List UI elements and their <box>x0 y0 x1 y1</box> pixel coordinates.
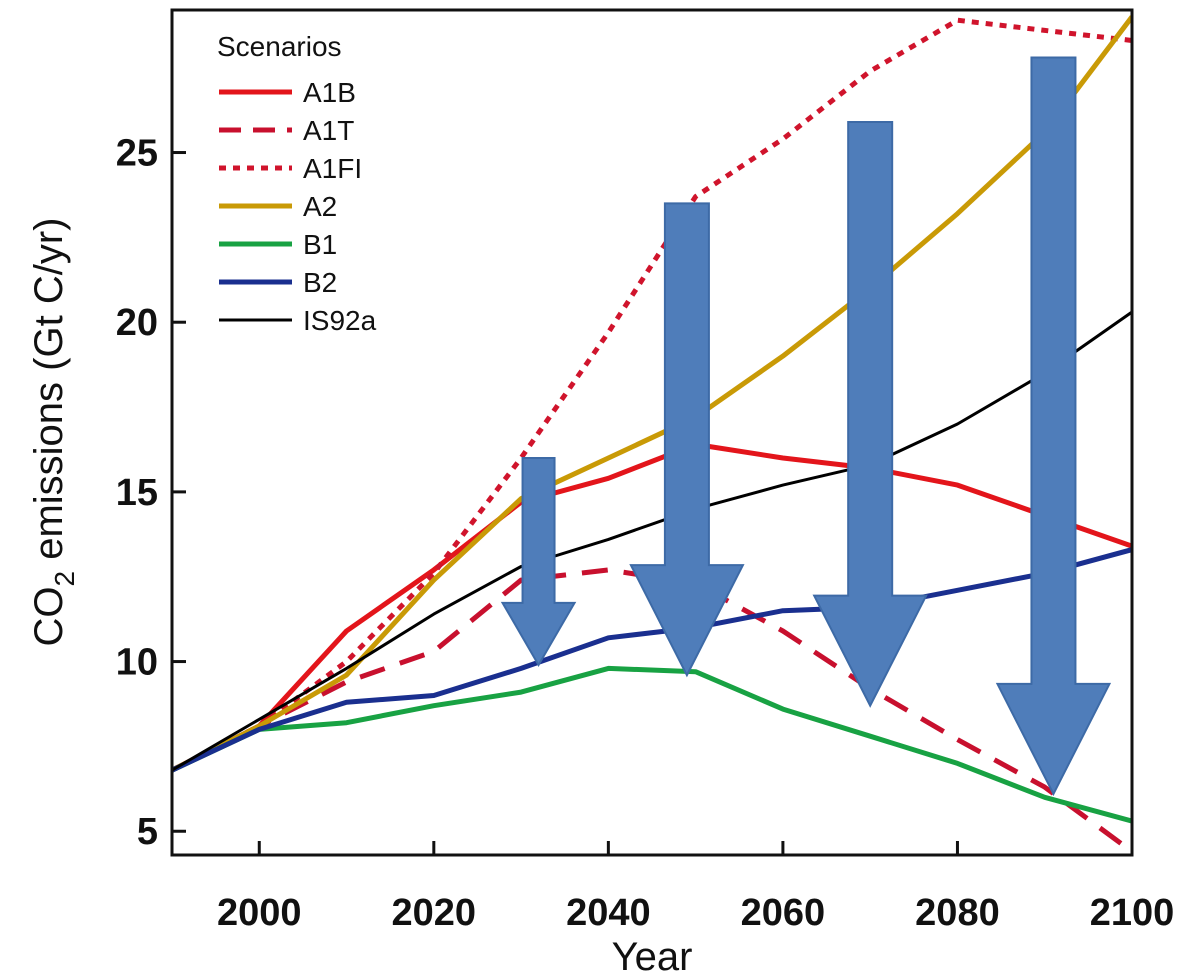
legend-label-a1fi: A1FI <box>303 153 362 184</box>
plot-frame <box>170 8 1134 857</box>
x-tick-label: 2020 <box>392 892 477 934</box>
series-line-b1 <box>172 665 1132 824</box>
legend-label-a1t: A1T <box>303 115 354 146</box>
annotation-arrow-4 <box>995 56 1112 797</box>
series-line-a1t <box>172 567 1132 854</box>
y-tick-label: 25 <box>116 133 158 175</box>
legend-title: Scenarios <box>217 31 342 62</box>
y-tick-label: 10 <box>116 642 158 684</box>
x-tick-label: 2000 <box>217 892 302 934</box>
legend-label-is92a: IS92a <box>303 305 377 336</box>
y-tick-label: 20 <box>116 302 158 344</box>
x-tick-label: 2080 <box>915 892 1000 934</box>
series-line-is92a <box>172 310 1132 772</box>
x-tick-label: 2100 <box>1090 892 1175 934</box>
y-axis-title-subscript: 2 <box>49 571 80 587</box>
legend-label-b1: B1 <box>303 229 337 260</box>
annotation-arrow-3 <box>812 120 928 708</box>
y-tick-label: 15 <box>116 472 158 514</box>
y-axis-title: CO2 emissions (Gt C/yr) <box>27 218 80 647</box>
legend: Scenarios A1B A1T A1FI A2 B1 B2 IS92a <box>217 31 377 336</box>
x-tick-label: 2040 <box>566 892 651 934</box>
legend-label-b2: B2 <box>303 267 337 298</box>
series-line-a1fi <box>172 17 1132 773</box>
y-tick-label: 5 <box>137 811 158 853</box>
legend-label-a2: A2 <box>303 191 337 222</box>
x-axis-title: Year <box>612 935 693 975</box>
series-line-a1b <box>172 441 1132 773</box>
annotation-arrow-1 <box>500 456 577 667</box>
x-tick-label: 2060 <box>741 892 826 934</box>
legend-label-a1b: A1B <box>303 77 356 108</box>
annotation-arrow-2 <box>629 202 745 678</box>
series-line-b2 <box>172 547 1132 773</box>
series-line-a2 <box>172 15 1132 773</box>
